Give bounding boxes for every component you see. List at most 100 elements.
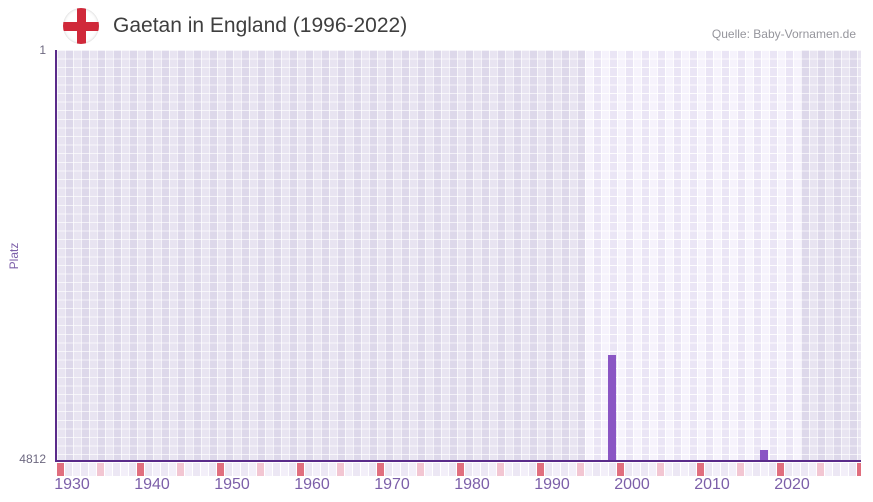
axis-marker-strip	[57, 463, 861, 476]
plot-area	[57, 50, 861, 460]
axis-marker-major	[297, 463, 304, 476]
axis-marker-minor	[177, 463, 184, 476]
axis-marker-major	[857, 463, 861, 476]
axis-marker-cell	[713, 463, 720, 476]
axis-marker-cell	[321, 463, 328, 476]
x-axis-tick: 1950	[214, 476, 250, 493]
axis-marker-cell	[145, 463, 152, 476]
axis-marker-major	[457, 463, 464, 476]
axis-marker-cell	[521, 463, 528, 476]
grid-region-post-highlight	[801, 50, 861, 460]
axis-marker-major	[537, 463, 544, 476]
axis-marker-cell	[609, 463, 616, 476]
axis-marker-minor	[97, 463, 104, 476]
grid-region-highlight	[585, 50, 801, 460]
x-axis-ticks: 1930 1940 1950 1960 1970 1980 1990 2000 2010 2020	[0, 476, 873, 500]
axis-marker-cell	[529, 463, 536, 476]
axis-marker-cell	[593, 463, 600, 476]
axis-marker-cell	[201, 463, 208, 476]
axis-marker-minor	[497, 463, 504, 476]
axis-marker-cell	[505, 463, 512, 476]
axis-marker-cell	[513, 463, 520, 476]
axis-marker-cell	[481, 463, 488, 476]
x-axis-tick: 1960	[294, 476, 330, 493]
axis-marker-cell	[81, 463, 88, 476]
axis-marker-cell	[369, 463, 376, 476]
axis-marker-cell	[393, 463, 400, 476]
axis-marker-cell	[361, 463, 368, 476]
axis-marker-cell	[769, 463, 776, 476]
axis-marker-cell	[545, 463, 552, 476]
axis-marker-cell	[641, 463, 648, 476]
axis-marker-major	[777, 463, 784, 476]
axis-marker-cell	[249, 463, 256, 476]
axis-marker-minor	[337, 463, 344, 476]
x-axis-tick: 2010	[694, 476, 730, 493]
axis-marker-cell	[401, 463, 408, 476]
axis-marker-cell	[329, 463, 336, 476]
axis-marker-cell	[721, 463, 728, 476]
x-axis-tick: 1980	[454, 476, 490, 493]
axis-marker-cell	[801, 463, 808, 476]
axis-marker-cell	[833, 463, 840, 476]
axis-marker-cell	[281, 463, 288, 476]
axis-marker-cell	[313, 463, 320, 476]
axis-marker-major	[137, 463, 144, 476]
axis-marker-minor	[817, 463, 824, 476]
axis-marker-cell	[433, 463, 440, 476]
axis-marker-cell	[465, 463, 472, 476]
axis-marker-minor	[577, 463, 584, 476]
axis-marker-cell	[161, 463, 168, 476]
axis-marker-cell	[105, 463, 112, 476]
axis-marker-cell	[569, 463, 576, 476]
axis-marker-cell	[441, 463, 448, 476]
axis-marker-cell	[489, 463, 496, 476]
axis-marker-cell	[625, 463, 632, 476]
axis-marker-minor	[737, 463, 744, 476]
axis-marker-cell	[825, 463, 832, 476]
axis-marker-cell	[809, 463, 816, 476]
axis-marker-cell	[585, 463, 592, 476]
x-axis-tick: 2020	[774, 476, 810, 493]
axis-marker-cell	[793, 463, 800, 476]
axis-marker-major	[697, 463, 704, 476]
axis-marker-cell	[425, 463, 432, 476]
axis-marker-cell	[121, 463, 128, 476]
x-axis-tick: 2000	[614, 476, 650, 493]
axis-marker-cell	[649, 463, 656, 476]
axis-marker-minor	[257, 463, 264, 476]
axis-marker-cell	[841, 463, 848, 476]
axis-marker-cell	[681, 463, 688, 476]
axis-marker-cell	[849, 463, 856, 476]
england-flag-icon	[63, 8, 99, 44]
axis-marker-cell	[273, 463, 280, 476]
x-axis-line	[55, 460, 861, 462]
axis-marker-cell	[665, 463, 672, 476]
y-axis-tick-bottom: 4812	[19, 452, 46, 466]
axis-marker-cell	[233, 463, 240, 476]
axis-marker-cell	[185, 463, 192, 476]
axis-marker-cell	[113, 463, 120, 476]
axis-marker-cell	[305, 463, 312, 476]
axis-marker-cell	[385, 463, 392, 476]
axis-marker-cell	[689, 463, 696, 476]
flag-cross-horizontal	[63, 21, 99, 31]
axis-marker-cell	[729, 463, 736, 476]
bar-1997	[608, 355, 616, 460]
axis-marker-cell	[353, 463, 360, 476]
y-axis-tick-top: 1	[39, 43, 46, 57]
axis-marker-cell	[265, 463, 272, 476]
axis-marker-cell	[345, 463, 352, 476]
axis-marker-cell	[449, 463, 456, 476]
axis-marker-cell	[561, 463, 568, 476]
axis-marker-major	[617, 463, 624, 476]
axis-marker-cell	[209, 463, 216, 476]
axis-marker-cell	[553, 463, 560, 476]
axis-marker-cell	[745, 463, 752, 476]
x-axis-tick: 1970	[374, 476, 410, 493]
axis-marker-cell	[169, 463, 176, 476]
axis-marker-cell	[89, 463, 96, 476]
x-axis-tick: 1940	[134, 476, 170, 493]
axis-marker-major	[217, 463, 224, 476]
axis-marker-cell	[73, 463, 80, 476]
